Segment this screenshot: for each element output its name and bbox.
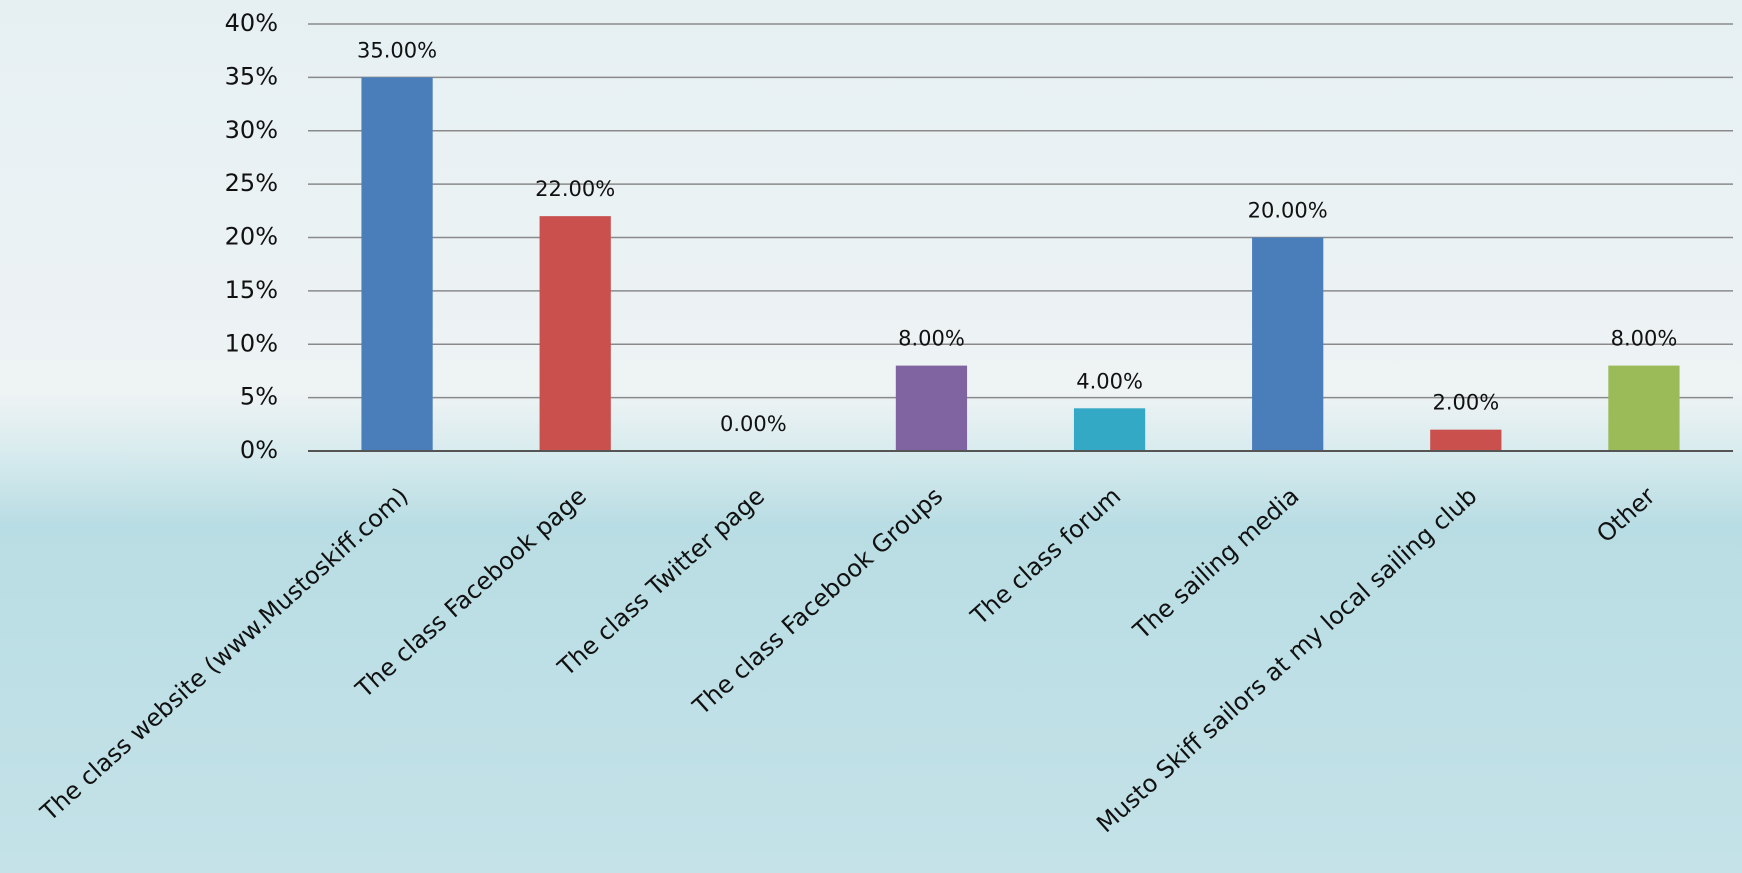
y-tick-label: 5% <box>240 383 278 411</box>
value-label: 8.00% <box>898 327 965 351</box>
value-label: 8.00% <box>1611 327 1678 351</box>
y-tick-label: 40% <box>225 9 278 37</box>
value-label: 35.00% <box>357 38 437 62</box>
y-tick-label: 20% <box>225 223 278 251</box>
y-tick-label: 30% <box>225 116 278 144</box>
bar <box>1608 365 1680 451</box>
value-label: 20.00% <box>1248 199 1328 223</box>
value-label: 2.00% <box>1432 391 1499 415</box>
bar <box>539 216 611 451</box>
bar <box>361 77 433 451</box>
bar <box>1252 237 1324 451</box>
y-tick-label: 25% <box>225 169 278 197</box>
y-tick-label: 35% <box>225 62 278 90</box>
bar <box>895 365 968 451</box>
value-label: 4.00% <box>1076 369 1143 393</box>
y-tick-label: 0% <box>240 436 278 464</box>
y-tick-label: 10% <box>225 329 278 357</box>
bar <box>1073 408 1146 451</box>
bar <box>1430 429 1502 451</box>
value-label: 0.00% <box>720 412 787 436</box>
y-tick-label: 15% <box>225 276 278 304</box>
value-label: 22.00% <box>535 177 615 201</box>
